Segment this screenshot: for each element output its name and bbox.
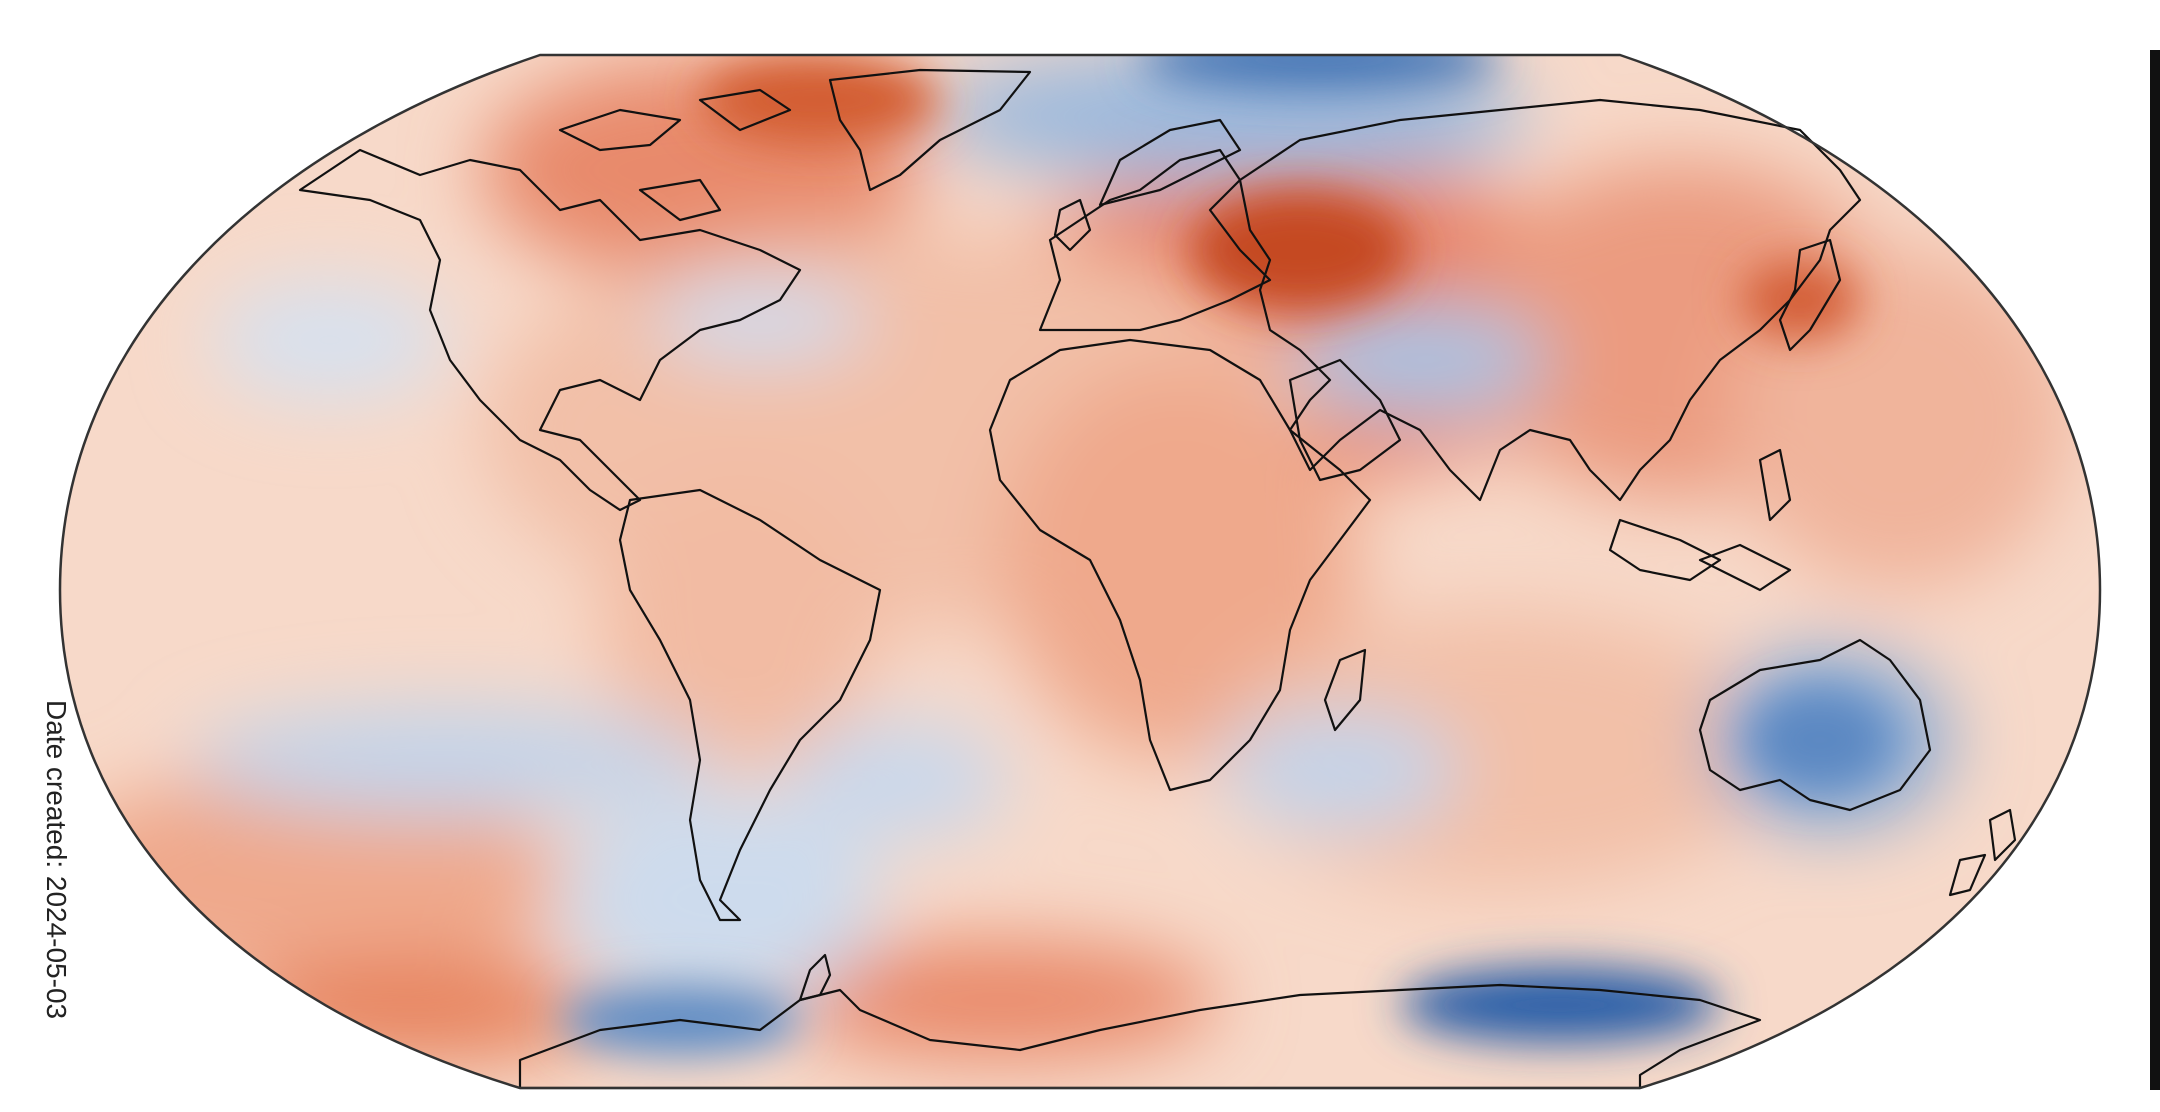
warm-region-ross-sea [240,955,600,1065]
coastline-africa [988,338,1372,792]
coastline-australia [1698,638,1932,812]
coastline-madagascar [1323,648,1367,732]
coastline-new-zealand [1948,808,2017,897]
coastline-antarctic-peninsula [798,953,832,1002]
coldspot-central-australia [1750,690,1890,790]
date-created-label: Date created: 2024-05-03 [41,700,72,1020]
cool-region-middle-east [1290,305,1550,415]
coastline-arctic-islands [558,88,792,222]
coldspot-east-antarctica [1400,967,1720,1043]
cool-region-south-pacific-band [190,705,710,815]
hotspot-japan [1740,260,1860,340]
warm-region-africa [1000,360,1360,760]
coastline-scandinavia [1098,118,1242,207]
coastlines [298,68,2017,1090]
coastline-southeast-asia-islands [1608,448,1792,592]
cool-region-northeast-pacific [210,280,450,400]
colorbar-edge [2150,50,2160,1090]
coastline-greenland [828,68,1032,192]
hotspot-greenland [700,55,940,145]
coastline-japan [1778,238,1842,352]
cool-region-south-atlantic [790,720,1010,840]
cool-region-gulf-stream [650,280,870,360]
date-created-label-container: Date created: 2024-05-03 [40,700,84,1100]
coastline-north-america [298,148,802,512]
coastline-asia [1238,98,1862,502]
hotspot-caspian [1190,190,1410,310]
coastline-south-america [618,488,882,922]
map-outline [58,53,2102,1090]
warm-region-south-america [600,470,880,770]
cool-region-south-indian [1220,710,1460,830]
warm-region-south-atlantic-ice [780,940,1220,1060]
coastline-british-isles [1053,198,1092,252]
coastline-antarctica [518,983,1762,1090]
coldspot-kara-sea [1140,55,1500,90]
coastline-arabia [1288,358,1402,482]
